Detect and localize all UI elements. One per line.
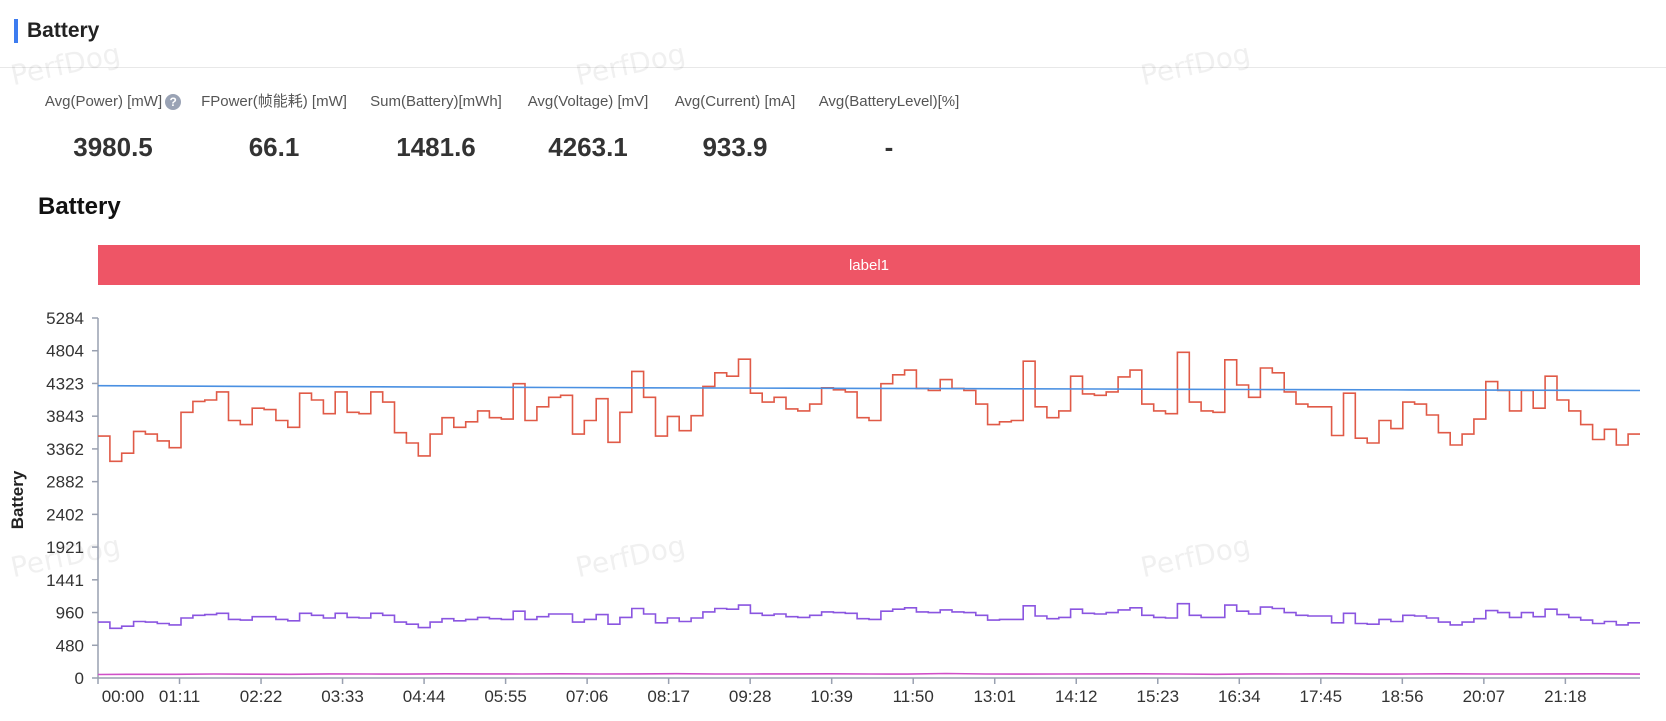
- y-tick-label: 3843: [46, 407, 84, 426]
- power-series-line[interactable]: [98, 351, 1640, 463]
- x-tick-label: 20:07: [1463, 687, 1506, 706]
- y-tick-label: 4323: [46, 374, 84, 393]
- label-band-text: label1: [849, 257, 889, 274]
- metric-label: Avg(Voltage) [mV]: [527, 93, 649, 110]
- y-tick-label: 1441: [46, 571, 84, 590]
- metric-avg-battery-level: Avg(BatteryLevel)[%] -: [814, 92, 964, 163]
- metric-label: Avg(Current) [mA]: [674, 93, 796, 110]
- x-tick-label: 11:50: [893, 687, 934, 706]
- metric-value: 4263.1: [548, 132, 628, 162]
- metric-value: -: [884, 132, 894, 162]
- y-tick-label: 3362: [46, 440, 84, 459]
- x-tick-label: 17:45: [1300, 687, 1343, 706]
- metric-avg-current: Avg(Current) [mA] 933.9: [668, 92, 802, 163]
- x-tick-label: 02:22: [240, 687, 283, 706]
- x-tick-label: 00:00: [102, 687, 145, 706]
- fpower-series-line[interactable]: [97, 672, 1641, 676]
- x-tick-label: 05:55: [484, 687, 527, 706]
- header-divider: [0, 67, 1666, 68]
- current-series-line[interactable]: [98, 602, 1640, 630]
- y-tick-label: 0: [75, 669, 84, 688]
- metric-value: 1481.6: [396, 132, 476, 162]
- section-accent-bar: [14, 19, 18, 43]
- chart-title: Battery: [38, 193, 121, 220]
- x-tick-label: 18:56: [1381, 687, 1424, 706]
- metric-label: Avg(Power) [mW] ?: [38, 92, 188, 112]
- x-tick-label: 03:33: [321, 687, 364, 706]
- metric-avg-power: Avg(Power) [mW] ? 3980.5: [38, 92, 188, 163]
- metric-value: 933.9: [702, 132, 768, 162]
- metric-label: FPower(帧能耗) [mW]: [201, 93, 347, 110]
- x-tick-label: 07:06: [566, 687, 609, 706]
- metric-label: Sum(Battery)[mWh]: [370, 93, 502, 110]
- x-tick-label: 14:12: [1055, 687, 1098, 706]
- metric-value: 3980.5: [73, 132, 153, 162]
- x-tick-label: 15:23: [1136, 687, 1179, 706]
- metric-avg-voltage: Avg(Voltage) [mV] 4263.1: [522, 92, 654, 163]
- y-tick-label: 1921: [46, 538, 84, 557]
- metric-label-text: Avg(Power) [mW]: [44, 93, 163, 110]
- y-tick-label: 960: [56, 604, 84, 623]
- metric-sum-battery: Sum(Battery)[mWh] 1481.6: [364, 92, 508, 163]
- help-icon[interactable]: ?: [165, 94, 182, 110]
- x-tick-label: 08:17: [647, 687, 690, 706]
- y-tick-label: 480: [56, 636, 84, 655]
- voltage-series-line[interactable]: [97, 384, 1641, 392]
- section-title: Battery: [27, 19, 100, 42]
- x-tick-label: 10:39: [810, 687, 853, 706]
- x-tick-label: 04:44: [403, 687, 446, 706]
- metric-fpower: FPower(帧能耗) [mW] 66.1: [198, 92, 350, 163]
- section-header: Battery: [14, 18, 99, 44]
- y-tick-label: 4804: [46, 342, 84, 361]
- x-tick-label: 09:28: [729, 687, 772, 706]
- y-axis-label: Battery: [8, 470, 27, 529]
- y-tick-label: 2402: [46, 505, 84, 524]
- metric-value: 66.1: [248, 132, 300, 162]
- label-band: [98, 245, 1640, 285]
- y-tick-label: 5284: [46, 309, 84, 328]
- x-tick-label: 13:01: [973, 687, 1016, 706]
- metric-label: Avg(BatteryLevel)[%]: [818, 93, 960, 110]
- x-tick-label: 16:34: [1218, 687, 1261, 706]
- y-tick-label: 2882: [46, 473, 84, 492]
- x-tick-label: 21:18: [1544, 687, 1587, 706]
- x-tick-label: 01:11: [159, 687, 200, 706]
